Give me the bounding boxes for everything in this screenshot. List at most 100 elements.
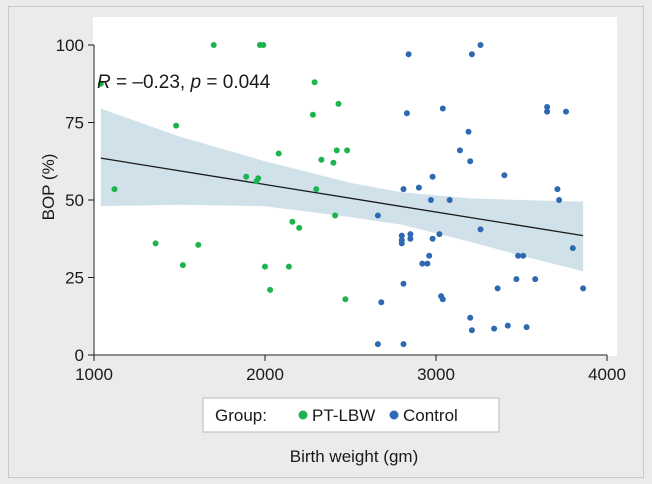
point-control-42 — [544, 104, 551, 110]
regression-line — [100, 157, 584, 237]
y-axis-title: BOP (%) — [39, 154, 58, 221]
point-control-40 — [523, 324, 530, 331]
point-control-3 — [398, 232, 405, 239]
point-control-34 — [494, 285, 501, 292]
point-control-28 — [467, 314, 474, 321]
point-control-38 — [515, 252, 522, 259]
point-control-41 — [532, 276, 539, 283]
point-pt-lbw-14 — [275, 150, 282, 157]
y-tick-label-75: 75 — [65, 114, 84, 133]
point-control-16 — [426, 252, 433, 259]
point-control-24 — [446, 197, 453, 203]
legend-title: Group: — [215, 406, 267, 425]
point-control-10 — [405, 51, 412, 58]
point-control-13 — [415, 184, 422, 191]
point-control-7 — [400, 280, 407, 287]
legend-label-control: Control — [403, 406, 458, 425]
y-axis-ticks: 0 25 50 75 100 — [56, 36, 94, 365]
point-pt-lbw-7 — [243, 173, 250, 180]
point-pt-lbw-23 — [332, 212, 339, 219]
x-tick-label-4000: 4000 — [588, 365, 626, 384]
r-symbol: R — [97, 72, 111, 93]
point-control-35 — [501, 172, 508, 179]
x-axis-ticks: 1000 2000 3000 4000 — [75, 355, 626, 384]
point-control-47 — [569, 245, 576, 252]
point-pt-lbw-16 — [289, 218, 296, 225]
point-control-19 — [429, 173, 436, 180]
point-control-8 — [400, 341, 407, 348]
point-control-18 — [429, 235, 436, 242]
y-tick-label-0: 0 — [75, 346, 84, 365]
point-control-45 — [556, 197, 563, 203]
legend: Group: PT-LBW Control — [202, 397, 500, 433]
point-pt-lbw-17 — [296, 224, 303, 231]
x-axis-title: Birth weight (gm) — [290, 447, 418, 466]
point-control-23 — [439, 105, 446, 112]
point-control-9 — [403, 110, 410, 117]
point-control-22 — [439, 296, 446, 303]
point-control-1 — [374, 341, 381, 348]
point-pt-lbw-11 — [260, 42, 267, 48]
p-value: = 0.044 — [201, 72, 271, 93]
point-pt-lbw-20 — [313, 186, 320, 193]
point-control-20 — [436, 231, 443, 238]
point-control-15 — [424, 260, 431, 267]
point-control-37 — [513, 276, 520, 283]
point-control-26 — [465, 128, 472, 135]
legend-marker-control — [389, 410, 399, 420]
point-pt-lbw-0 — [97, 80, 104, 87]
legend-label-pt-lbw: PT-LBW — [312, 406, 375, 425]
point-control-29 — [468, 51, 475, 58]
p-symbol: p — [190, 72, 202, 93]
x-tick-label-2000: 2000 — [246, 365, 284, 384]
scatter-chart: 1000 2000 3000 4000 0 25 50 75 100 R = –0.23, p… — [39, 17, 626, 466]
point-control-12 — [407, 235, 414, 242]
x-tick-label-3000: 3000 — [417, 365, 455, 384]
point-control-43 — [544, 108, 551, 115]
point-pt-lbw-2 — [152, 240, 159, 247]
point-control-33 — [491, 325, 498, 332]
y-tick-label-50: 50 — [65, 191, 84, 210]
point-pt-lbw-18 — [309, 111, 316, 118]
point-pt-lbw-3 — [173, 122, 180, 129]
legend-marker-pt-lbw — [298, 410, 308, 420]
y-tick-label-25: 25 — [65, 269, 84, 288]
point-pt-lbw-15 — [285, 263, 292, 270]
data-points — [97, 42, 587, 348]
point-pt-lbw-24 — [335, 100, 342, 107]
point-control-17 — [427, 197, 434, 203]
point-pt-lbw-21 — [318, 156, 325, 163]
point-pt-lbw-4 — [179, 262, 186, 269]
point-control-14 — [419, 260, 426, 267]
point-pt-lbw-26 — [344, 147, 351, 154]
correlation-annotation: R = –0.23, p = 0.044 — [97, 72, 271, 93]
point-pt-lbw-12 — [262, 263, 268, 270]
figure-frame: 1000 2000 3000 4000 0 25 50 75 100 R = –0.23, p… — [8, 6, 644, 478]
x-tick-label-1000: 1000 — [75, 365, 113, 384]
point-pt-lbw-22 — [330, 159, 337, 166]
legend-box — [202, 397, 500, 433]
point-control-48 — [580, 285, 587, 292]
confidence-band — [100, 108, 584, 272]
point-pt-lbw-5 — [195, 241, 202, 248]
point-pt-lbw-13 — [267, 286, 274, 293]
point-pt-lbw-27 — [333, 147, 340, 154]
y-tick-label-100: 100 — [56, 36, 84, 55]
point-control-11 — [407, 231, 414, 238]
point-control-36 — [504, 322, 511, 329]
point-control-27 — [467, 158, 474, 165]
point-pt-lbw-6 — [210, 42, 217, 48]
point-control-30 — [468, 327, 475, 334]
point-pt-lbw-19 — [311, 79, 318, 86]
point-control-32 — [477, 226, 484, 233]
point-pt-lbw-25 — [342, 296, 349, 303]
r-value: = –0.23, — [111, 72, 191, 93]
point-control-5 — [398, 240, 405, 247]
point-control-44 — [554, 186, 561, 193]
point-control-31 — [477, 42, 484, 48]
point-control-0 — [374, 212, 381, 219]
point-control-39 — [520, 252, 527, 259]
point-pt-lbw-1 — [111, 186, 118, 193]
point-control-6 — [400, 186, 407, 193]
point-control-46 — [563, 108, 569, 115]
